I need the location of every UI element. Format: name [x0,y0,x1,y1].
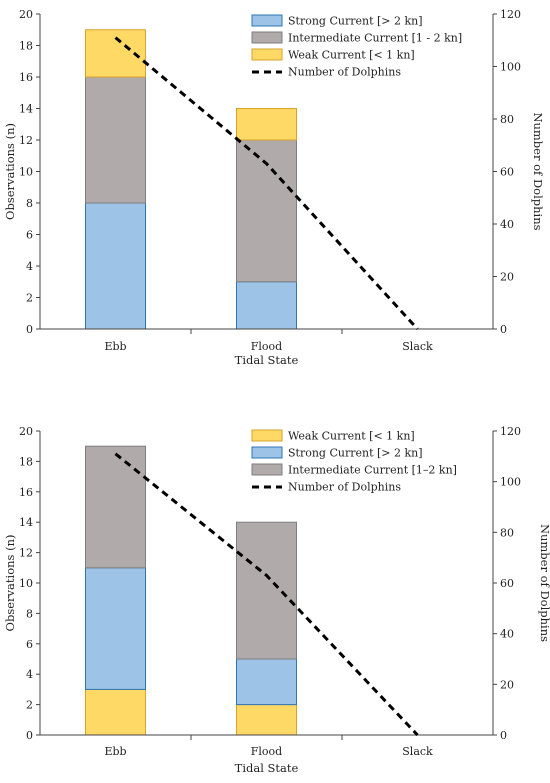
bar-segment [86,568,146,690]
legend: Strong Current [> 2 kn] Intermediate Curr… [252,15,462,79]
x-tick-label: Ebb [104,745,126,758]
y-tick-label: 0 [26,323,33,336]
legend: Weak Current [< 1 kn] Strong Current [> 2… [252,430,457,494]
legend-swatch [252,49,282,60]
chart-panel-1: 0 2 4 6 8 10 12 14 16 18 20 0 20 40 60 80 100 120 Ebb Flood… [3,8,545,367]
x-axis-title: Tidal State [235,353,299,367]
y-tick-label: 20 [19,425,33,438]
y-tick-label: 16 [19,71,33,84]
bar-segment [237,659,297,705]
legend-label: Number of Dolphins [288,481,401,494]
y2-tick-label: 100 [500,61,521,74]
legend-swatch [252,464,282,475]
legend-swatch [252,447,282,458]
y-tick-label: 18 [19,40,33,53]
y-tick-label: 6 [26,229,33,242]
y2-tick-label: 40 [500,218,514,231]
legend-label: Weak Current [< 1 kn] [288,430,415,443]
legend-swatch [252,32,282,43]
bar-segment [86,203,146,329]
y2-tick-label: 20 [500,271,514,284]
y2-tick-label: 80 [500,113,514,126]
y-axis-title: Observations (n) [3,535,17,632]
y2-tick-label: 80 [500,526,514,539]
y2-tick-label: 0 [500,729,507,742]
y2-tick-label: 120 [500,425,521,438]
legend-label: Number of Dolphins [288,66,401,79]
legend-label: Weak Current [< 1 kn] [288,49,415,62]
bar-segment [237,705,297,735]
y-tick-label: 2 [26,292,33,305]
bar-segment [86,446,146,568]
y-tick-label: 16 [19,486,33,499]
y-tick-label: 2 [26,699,33,712]
bar-segment [237,109,297,141]
bar-segment [237,522,297,659]
y-tick-label: 6 [26,638,33,651]
y-tick-label: 4 [26,668,33,681]
y-tick-label: 12 [19,547,33,560]
bar-segment [237,140,297,282]
y2-tick-label: 0 [500,323,507,336]
bars [86,30,297,329]
y-tick-label: 10 [19,166,33,179]
y-axis-title: Observations (n) [3,123,17,220]
legend-swatch [252,15,282,26]
x-tick-label: Flood [251,340,282,353]
x-tick-label: Slack [402,340,433,353]
y2-tick-label: 60 [500,166,514,179]
bars [86,446,297,735]
legend-swatch [252,430,282,441]
y-tick-label: 14 [19,516,33,529]
legend-label: Strong Current [> 2 kn] [288,15,423,28]
legend-label: Strong Current [> 2 kn] [288,447,423,460]
y-tick-label: 14 [19,103,33,116]
y-tick-label: 8 [26,197,33,210]
y2-axis-title: Number of Dolphins [531,112,545,230]
y2-tick-label: 20 [500,678,514,691]
y2-tick-label: 60 [500,577,514,590]
y-tick-label: 12 [19,134,33,147]
y-tick-label: 4 [26,260,33,273]
x-tick-label: Flood [251,745,282,758]
y-tick-label: 10 [19,577,33,590]
bar-segment [86,77,146,203]
y2-axis-title: Number of Dolphins [538,524,550,642]
x-tick-label: Ebb [104,340,126,353]
x-tick-label: Slack [402,745,433,758]
bar-segment [86,689,146,735]
y-tick-label: 0 [26,729,33,742]
y-tick-label: 8 [26,607,33,620]
legend-label: Intermediate Current [1 - 2 kn] [288,32,462,45]
y-tick-label: 18 [19,455,33,468]
y2-tick-label: 120 [500,8,521,21]
legend-label: Intermediate Current [1–2 kn] [288,464,457,477]
bar-segment [237,282,297,329]
y2-tick-label: 40 [500,628,514,641]
y-tick-label: 20 [19,8,33,21]
chart-panel-2: 0 2 4 6 8 10 12 14 16 18 20 0 20 40 60 80 100 120 Ebb Flood… [3,425,550,775]
y2-tick-label: 100 [500,476,521,489]
x-axis-title: Tidal State [235,761,299,775]
